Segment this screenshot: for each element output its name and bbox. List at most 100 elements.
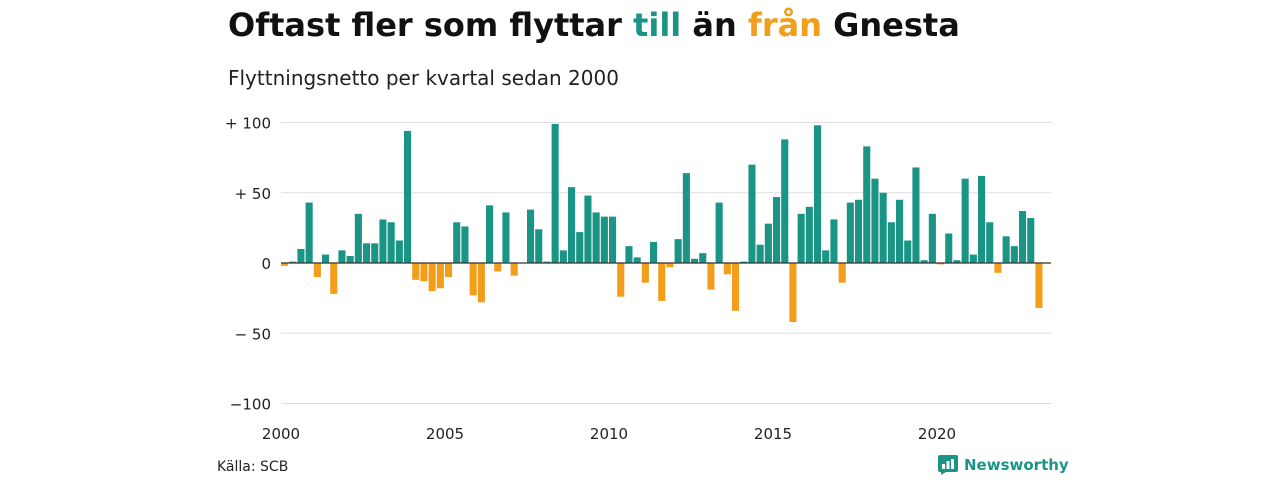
bar (330, 263, 338, 294)
bar (453, 222, 461, 263)
title-in: till (633, 6, 682, 44)
x-tick-label: 2010 (590, 425, 628, 443)
bar (412, 263, 420, 280)
bar (707, 263, 715, 290)
bar (699, 253, 707, 263)
bar (1027, 218, 1035, 263)
chart-title: Oftast fler som flyttar till än från Gne… (228, 6, 960, 44)
bar (494, 263, 502, 272)
bar (756, 244, 764, 263)
bar (469, 263, 477, 296)
x-tick-label: 2000 (262, 425, 300, 443)
bar (592, 212, 600, 263)
bar (436, 263, 444, 289)
bar (871, 178, 879, 263)
bar (1002, 236, 1010, 263)
bar (379, 219, 387, 263)
bar (879, 192, 887, 263)
bar (576, 232, 584, 263)
x-tick-label: 2020 (918, 425, 956, 443)
bar (1035, 263, 1043, 308)
bar (986, 222, 994, 263)
bar (600, 216, 608, 263)
bar (855, 199, 863, 263)
title-part2: Gnesta (821, 6, 960, 44)
bar (658, 263, 666, 301)
bar (748, 164, 756, 263)
bar (461, 226, 469, 263)
bar (682, 173, 690, 263)
bar (305, 202, 313, 263)
source-note: Källa: SCB (217, 459, 289, 475)
bar (715, 202, 723, 263)
newsworthy-logo-icon (938, 455, 958, 475)
bar (674, 239, 682, 263)
bar (584, 195, 592, 263)
bar (281, 263, 289, 266)
bar (559, 250, 567, 263)
bar (764, 223, 772, 263)
bar (789, 263, 797, 323)
bar (863, 146, 871, 263)
bar (830, 219, 838, 263)
bar (289, 261, 297, 263)
bar (928, 213, 936, 263)
y-tick-label: −100 (230, 396, 271, 414)
bar (617, 263, 625, 297)
bar (904, 240, 912, 263)
bar (625, 246, 633, 263)
bar (822, 250, 830, 263)
bar (633, 257, 641, 263)
bar (338, 250, 346, 263)
bar (969, 254, 977, 263)
bar (486, 205, 494, 263)
bar (691, 258, 699, 263)
bar (527, 209, 535, 263)
chart-subtitle: Flyttningsnetto per kvartal sedan 2000 (228, 66, 619, 90)
bar (814, 125, 822, 263)
bar (395, 240, 403, 263)
bar (297, 248, 305, 263)
bar (797, 213, 805, 263)
x-tick-label: 2015 (754, 425, 792, 443)
bar (846, 202, 854, 263)
bar (773, 196, 781, 263)
bar (994, 263, 1002, 273)
title-mid: än (681, 6, 748, 44)
y-tick-label: 0 (261, 255, 271, 273)
bar (535, 229, 543, 263)
bar (961, 178, 969, 263)
title-out: från (747, 6, 822, 44)
brand-logo[interactable]: Newsworthy (938, 455, 1069, 475)
bar (420, 263, 428, 282)
bar (723, 263, 731, 275)
bar (502, 212, 510, 263)
bar (838, 263, 846, 283)
bar (805, 206, 813, 263)
bar (428, 263, 436, 292)
bar (920, 260, 928, 263)
bar (937, 263, 945, 265)
brand-name: Newsworthy (964, 456, 1069, 474)
bar (1010, 246, 1018, 263)
bar (371, 243, 379, 263)
bar (666, 263, 674, 268)
bar (781, 139, 789, 263)
bar (953, 260, 961, 263)
bar (445, 263, 453, 278)
bar (354, 213, 362, 263)
bar (322, 254, 330, 263)
bar (510, 263, 518, 276)
bar (387, 222, 395, 263)
y-tick-label: + 100 (225, 115, 271, 133)
y-tick-label: − 50 (235, 325, 271, 343)
bar (1019, 211, 1027, 263)
bar (945, 233, 953, 263)
bar (404, 130, 412, 263)
bar (978, 175, 986, 263)
x-tick-label: 2005 (426, 425, 464, 443)
bar (477, 263, 485, 303)
title-part1: Oftast fler som flyttar (228, 6, 634, 44)
bar (568, 187, 576, 263)
